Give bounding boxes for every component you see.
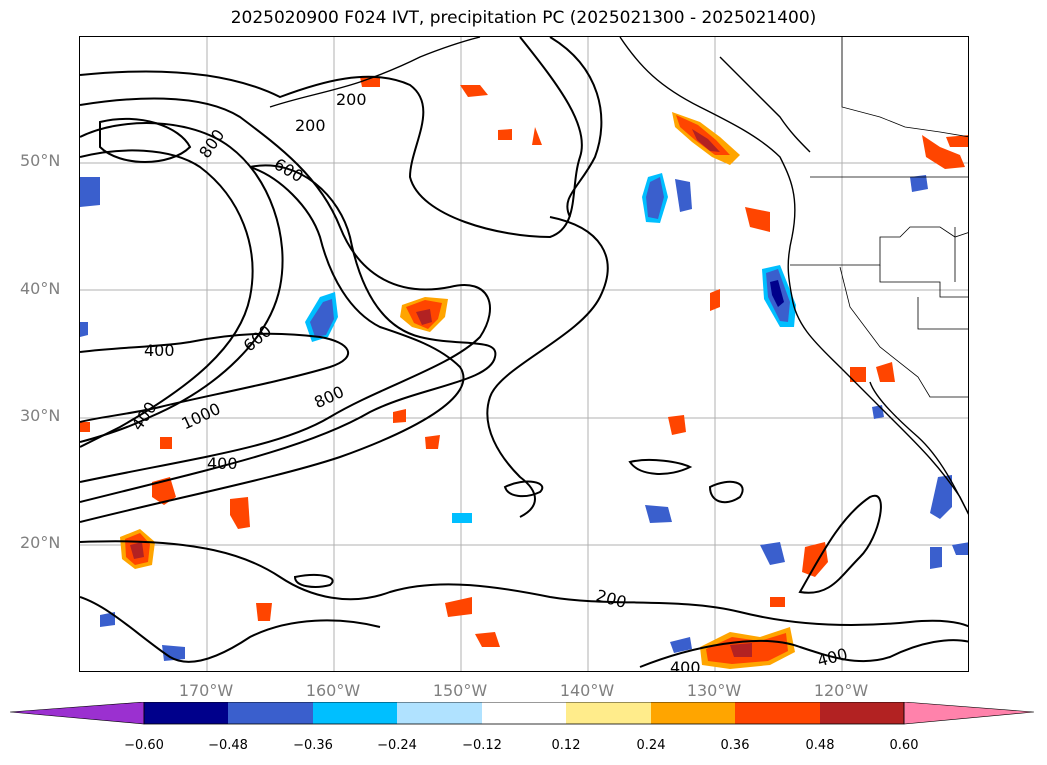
contour-label: 400	[815, 644, 849, 670]
colorbar-segment	[566, 702, 651, 724]
colorbar-segment	[651, 702, 735, 724]
lon-label-140w: 140°W	[559, 681, 615, 700]
map-canvas: 200 200 800 600 600 400 400 1000 800 400…	[80, 37, 968, 672]
contour-label: 1000	[178, 399, 223, 433]
colorbar-segment	[820, 702, 904, 724]
positive-anomaly	[80, 77, 968, 669]
lon-label-160w: 160°W	[305, 681, 361, 700]
lon-label-130w: 130°W	[686, 681, 742, 700]
contour-label: 400	[128, 398, 161, 434]
colorbar-segment	[313, 702, 397, 724]
lat-label-30n: 30°N	[20, 406, 61, 425]
contour-labels: 200 200 800 600 600 400 400 1000 800 400…	[128, 90, 850, 672]
colorbar-segment	[397, 702, 482, 724]
lat-label-20n: 20°N	[20, 533, 61, 552]
contour-label: 400	[207, 454, 238, 473]
colorbar-tick: −0.36	[293, 738, 333, 753]
lon-label-150w: 150°W	[432, 681, 488, 700]
colorbar-high-extend	[903, 702, 1035, 725]
colorbar-tick: 0.60	[889, 738, 919, 753]
contour-label: 200	[336, 90, 367, 109]
lon-label-170w: 170°W	[178, 681, 234, 700]
colorbar-segment	[228, 702, 313, 724]
colorbar-tick: 0.36	[720, 738, 750, 753]
colorbar-segment	[482, 702, 566, 724]
colorbar	[10, 702, 1035, 725]
colorbar-tick: −0.60	[124, 738, 164, 753]
lat-label-40n: 40°N	[20, 279, 61, 298]
colorbar-tick: 0.12	[551, 738, 581, 753]
contour-label: 400	[144, 341, 175, 360]
colorbar-low-extend	[10, 702, 145, 725]
colorbar-segment	[144, 702, 228, 724]
lon-label-120w: 120°W	[813, 681, 869, 700]
map-title: 2025020900 F024 IVT, precipitation PC (2…	[230, 8, 817, 28]
colorbar-tick: 0.24	[636, 738, 666, 753]
colorbar-tick: −0.24	[377, 738, 417, 753]
coastline	[269, 37, 968, 515]
contour-label: 200	[295, 116, 326, 135]
colorbar-tick: 0.48	[805, 738, 835, 753]
contour-label: 200	[594, 586, 628, 612]
lat-label-50n: 50°N	[20, 151, 61, 170]
colorbar-tick: −0.48	[208, 738, 248, 753]
colorbar-tick: −0.12	[462, 738, 502, 753]
negative-anomaly	[80, 173, 968, 661]
precip-shading	[80, 77, 968, 669]
contour-label: 800	[311, 382, 347, 412]
ivt-contours	[80, 37, 968, 668]
map-panel: 200 200 800 600 600 400 400 1000 800 400…	[79, 36, 969, 672]
political-boundaries	[790, 37, 968, 398]
colorbar-segment	[735, 702, 820, 724]
graticule	[80, 37, 968, 671]
contour-label: 400	[670, 658, 701, 672]
